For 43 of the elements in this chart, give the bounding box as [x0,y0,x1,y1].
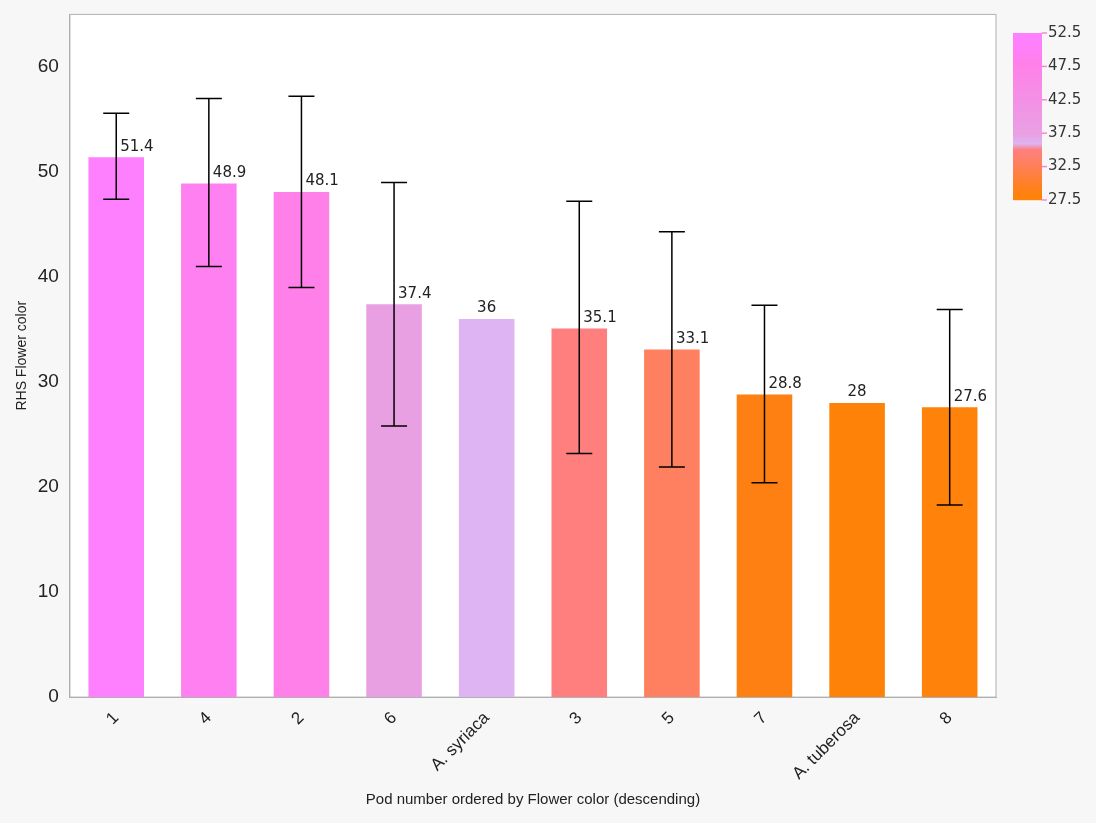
data-label: 36 [477,298,497,317]
y-tick-label: 40 [37,265,59,287]
data-label: 28 [847,382,867,401]
y-tick-label: 10 [37,580,59,602]
bar [181,183,237,698]
y-tick-label: 30 [37,370,59,392]
bar [458,318,515,698]
data-label: 48.9 [212,162,247,181]
data-label: 35.1 [583,307,617,326]
y-tick-label: 60 [37,55,59,77]
bar [551,328,608,698]
bar [644,349,700,698]
bar [921,407,978,698]
color-bar-label: 32.5 [1048,156,1082,175]
data-label: 27.6 [953,386,988,405]
y-axis-title: RHS Flower color [13,300,30,411]
x-axis-title: Pod number ordered by Flower color (descending) [365,790,701,808]
x-tick-label: 4 [194,708,215,729]
x-tick-label: 7 [750,708,771,729]
data-label: 37.4 [398,283,432,302]
bar [736,394,793,698]
bar [829,403,885,698]
x-tick-label: 3 [565,708,586,729]
x-tick-label: 2 [287,708,308,729]
data-label: 33.1 [675,328,710,347]
bar [273,191,330,698]
x-tick-label: 5 [657,708,679,729]
bar [366,304,422,698]
color-bar-label: 52.5 [1048,22,1082,41]
y-tick-label: 50 [37,160,59,182]
x-tick-label: 6 [380,708,401,729]
bar [88,157,145,698]
color-bar-label: 37.5 [1048,123,1082,142]
data-label: 48.1 [305,171,339,190]
data-label: 51.4 [120,136,154,155]
x-tick-label: 1 [102,708,123,729]
color-bar-label: 42.5 [1048,89,1082,108]
y-tick-label: 0 [48,685,59,707]
x-tick-label: 8 [935,708,956,729]
color-bar-label: 47.5 [1048,56,1082,75]
y-tick-label: 20 [37,475,59,497]
data-label: 28.8 [768,374,802,392]
color-bar-label: 27.5 [1048,189,1082,208]
